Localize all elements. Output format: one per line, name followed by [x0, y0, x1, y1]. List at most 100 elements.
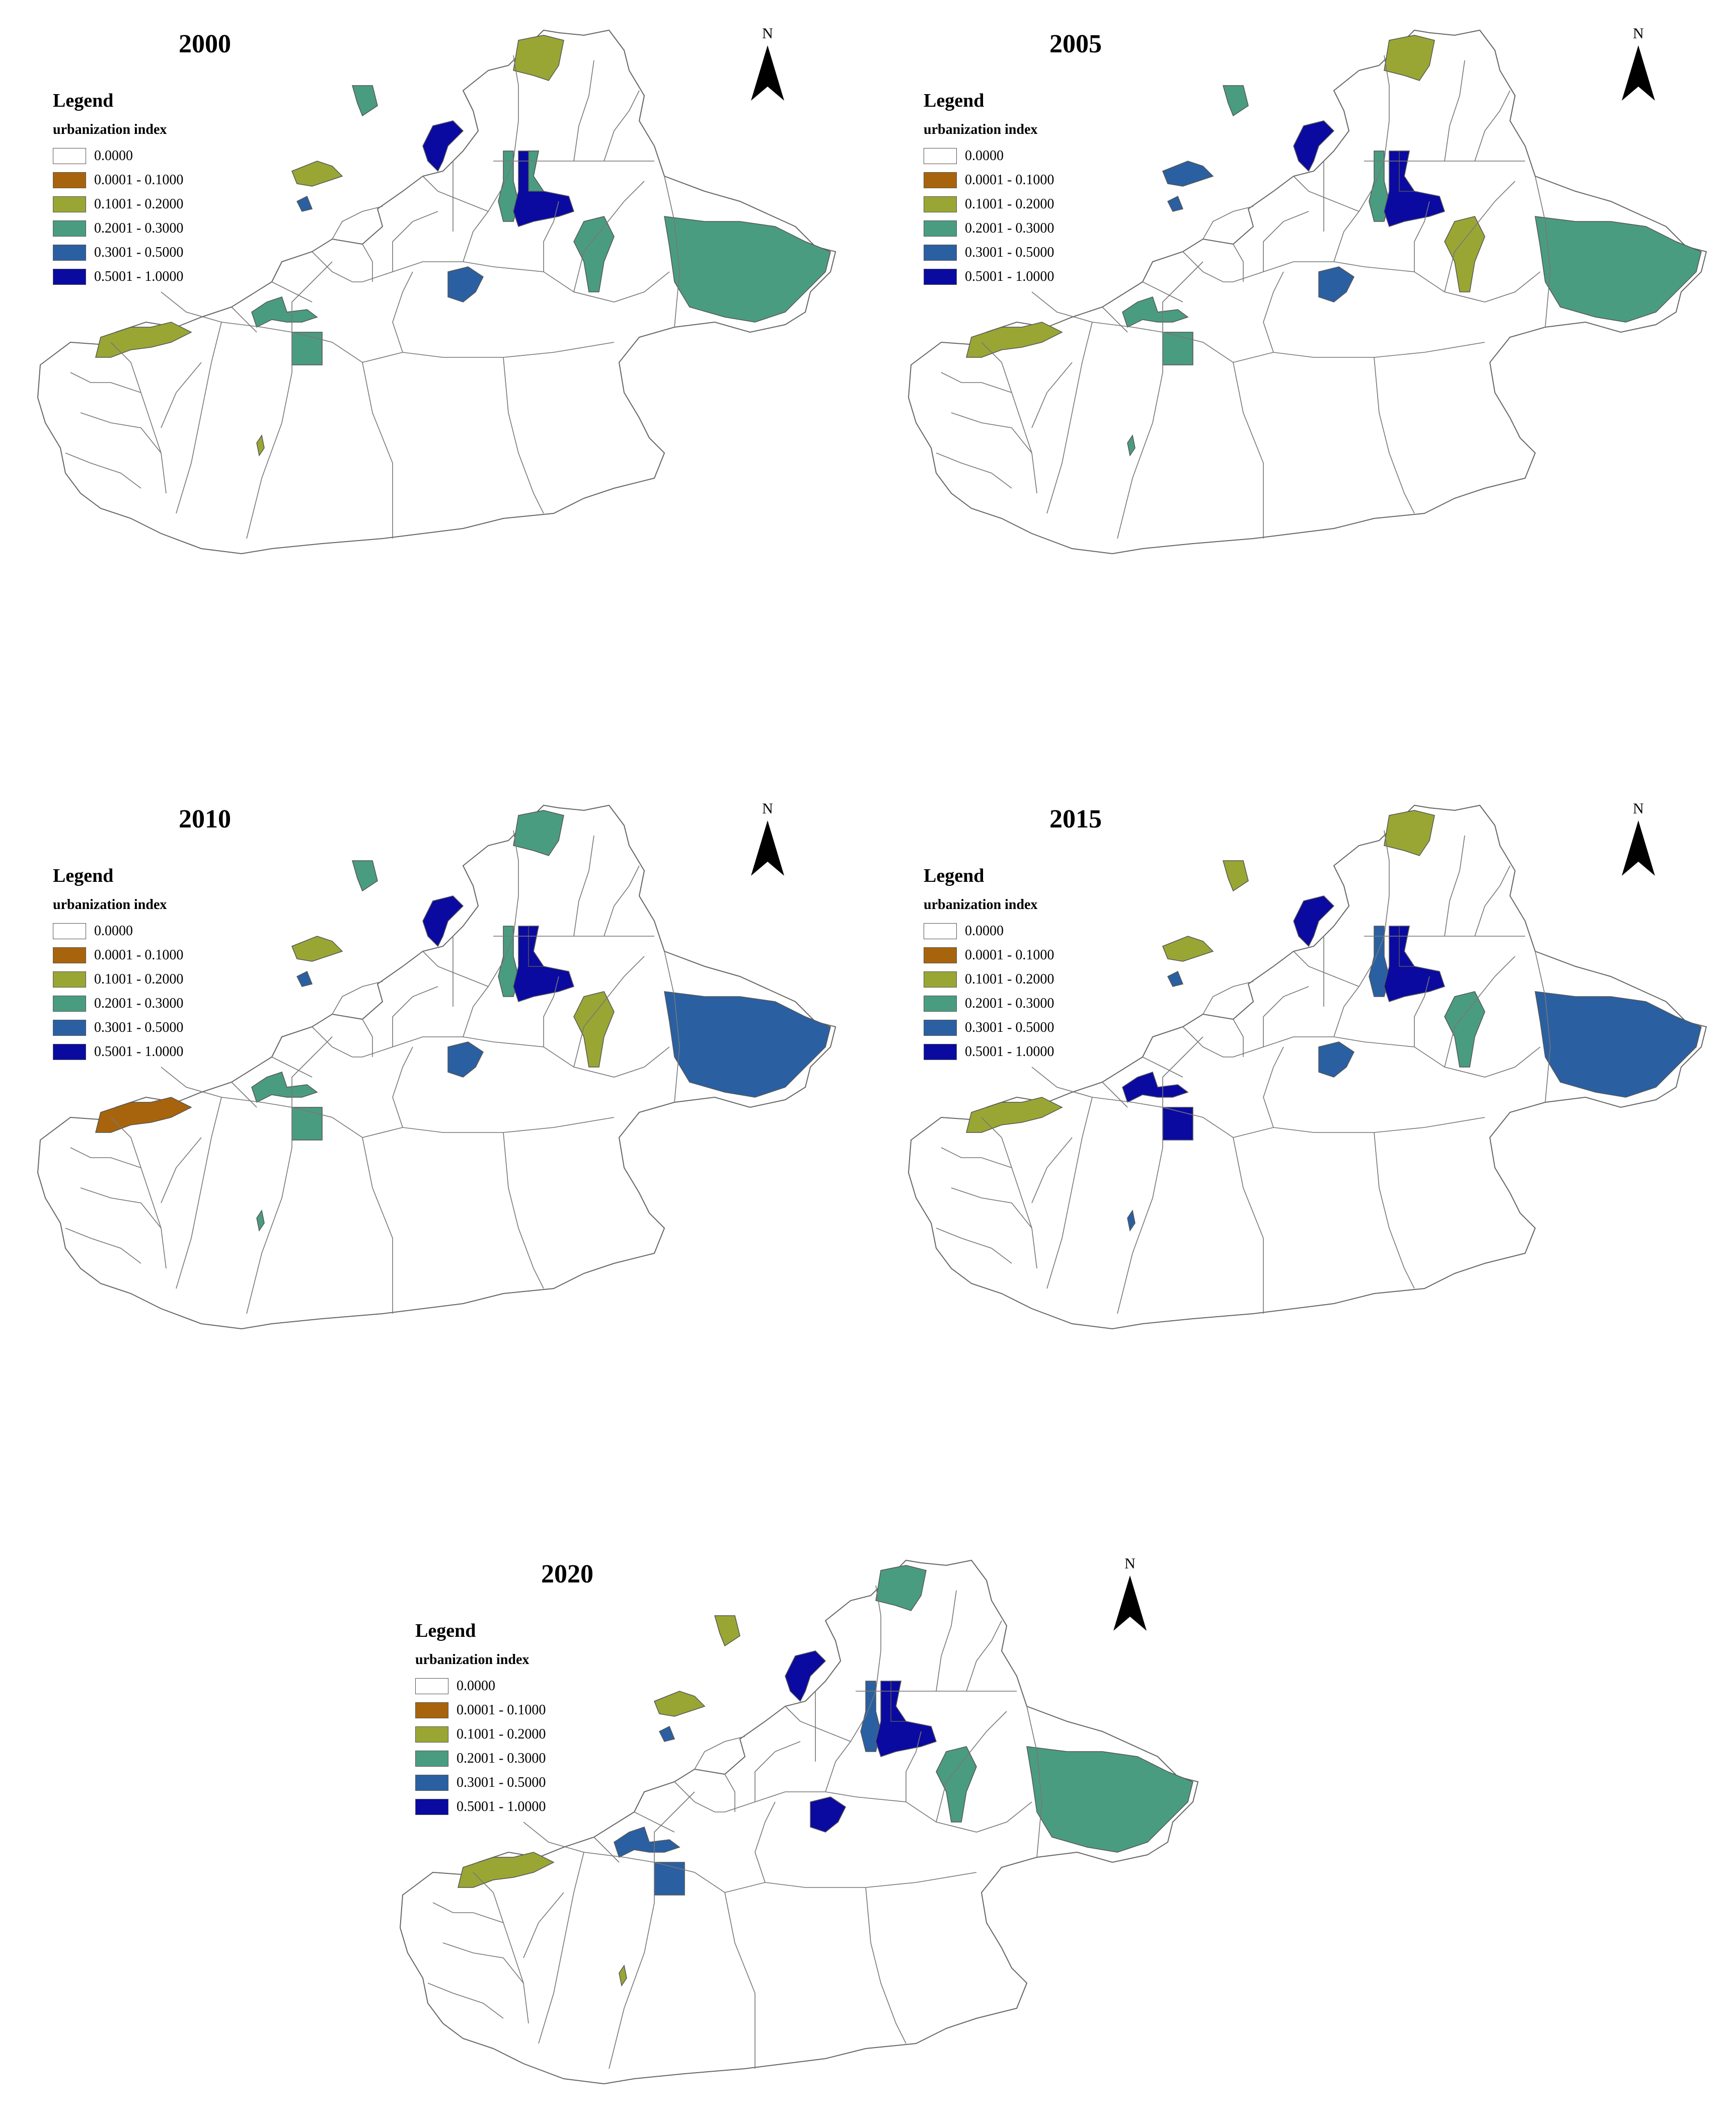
legend-entry: 0.1001 - 0.2000 — [415, 1725, 546, 1744]
region-karamay — [785, 1650, 826, 1702]
legend-entry: 0.5001 - 1.0000 — [415, 1798, 546, 1816]
region-north — [1384, 810, 1435, 856]
region-northwest — [714, 1615, 740, 1647]
region-northwest — [1223, 860, 1249, 892]
legend-swatch — [924, 1044, 957, 1060]
map-panel-2010: 2010 Legend urbanization index 0.0000 0.0001… — [10, 785, 866, 1364]
map-2010 — [37, 805, 836, 1329]
legend-label: 0.3001 - 0.5000 — [965, 1020, 1054, 1035]
region-yining_a — [291, 161, 343, 187]
region-aksu_square — [291, 1107, 323, 1141]
legend-entry: 0.0000 — [53, 147, 133, 165]
region-korla — [447, 266, 484, 302]
legend-entry: 0.0001 - 0.1000 — [53, 171, 183, 189]
legend-label: 0.2001 - 0.3000 — [457, 1751, 546, 1766]
legend-label: 0.3001 - 0.5000 — [457, 1775, 546, 1790]
map-panel-2005: 2005 Legend urbanization index 0.0000 0.0001… — [881, 10, 1736, 589]
region-kashgar — [95, 1097, 192, 1133]
legend-label: 0.2001 - 0.3000 — [965, 220, 1054, 236]
legend-label: 0.3001 - 0.5000 — [94, 245, 184, 260]
legend-entry: 0.3001 - 0.5000 — [924, 244, 1054, 262]
region-karamay — [1293, 895, 1335, 947]
legend-label: 0.5001 - 1.0000 — [965, 1044, 1054, 1060]
legend-label: 0.1001 - 0.2000 — [94, 971, 184, 987]
legend-entry: 0.5001 - 1.0000 — [53, 1043, 183, 1061]
legend-entry: 0.0001 - 0.1000 — [53, 946, 183, 964]
legend-swatch — [53, 245, 86, 261]
region-east_small — [573, 991, 615, 1068]
region-aksu_square — [1162, 332, 1193, 365]
north-label: N — [1633, 800, 1644, 817]
legend-label: 0.3001 - 0.5000 — [965, 245, 1054, 260]
legend-entry: 0.1001 - 0.2000 — [924, 195, 1054, 213]
north-arrow-icon: N — [745, 800, 790, 876]
region-karamay — [422, 120, 464, 172]
legend-entry: 0.2001 - 0.3000 — [924, 995, 1054, 1013]
region-hami — [1535, 216, 1702, 323]
legend-entry: 0.3001 - 0.5000 — [53, 1019, 183, 1037]
legend-label: 0.1001 - 0.2000 — [965, 196, 1054, 212]
legend-entry: 0.0000 — [924, 922, 1004, 940]
region-yining_b — [296, 970, 313, 987]
legend-title: Legend — [924, 865, 985, 886]
legend-entry: 0.0000 — [924, 147, 1004, 165]
legend-entry: 0.2001 - 0.3000 — [53, 219, 183, 238]
legend-swatch — [53, 1044, 86, 1060]
legend-entry: 0.0000 — [53, 922, 133, 940]
region-aksu_west — [251, 1072, 318, 1103]
map-year-title: 2015 — [1049, 805, 1102, 834]
legend-label: 0.0001 - 0.1000 — [94, 172, 184, 188]
legend-swatch — [415, 1678, 448, 1694]
legend-swatch — [53, 196, 86, 212]
legend-subtitle: urbanization index — [924, 897, 1038, 913]
region-yining_b — [1167, 195, 1184, 212]
legend-swatch — [924, 923, 957, 939]
map-2005 — [908, 30, 1707, 554]
region-yining_a — [654, 1691, 706, 1717]
legend-entry: 0.3001 - 0.5000 — [415, 1774, 546, 1792]
north-arrow-icon: N — [1616, 25, 1661, 101]
legend-swatch — [415, 1726, 448, 1743]
map-2000 — [37, 30, 836, 554]
legend-swatch — [924, 996, 957, 1012]
legend-label: 0.0001 - 0.1000 — [965, 947, 1054, 963]
region-korla — [1318, 266, 1354, 302]
region-hotan — [619, 1964, 627, 1987]
legend-entry: 0.0000 — [415, 1677, 495, 1695]
map-year-title: 2020 — [541, 1560, 593, 1588]
legend-subtitle: urbanization index — [415, 1652, 530, 1668]
map-panel-2000: 2000 Legend urbanization index 0.0000 0.0001… — [10, 10, 866, 589]
north-label: N — [1124, 1555, 1136, 1572]
region-east_small — [1444, 991, 1485, 1068]
legend-swatch — [415, 1702, 448, 1718]
legend-swatch — [53, 996, 86, 1012]
legend-entry: 0.1001 - 0.2000 — [53, 970, 183, 989]
legend-entry: 0.5001 - 1.0000 — [53, 268, 183, 286]
legend-entry: 0.2001 - 0.3000 — [415, 1750, 546, 1768]
north-arrow-icon: N — [1107, 1555, 1153, 1631]
legend-label: 0.5001 - 1.0000 — [457, 1799, 546, 1814]
legend-swatch — [924, 172, 957, 188]
region-north — [875, 1565, 927, 1611]
region-aksu_west — [1122, 296, 1189, 328]
region-hotan — [1127, 434, 1136, 457]
region-hami — [1535, 991, 1702, 1098]
legend-entry: 0.0001 - 0.1000 — [415, 1701, 546, 1719]
legend-swatch — [53, 148, 86, 164]
legend-entry: 0.1001 - 0.2000 — [924, 970, 1054, 989]
region-kashgar — [966, 322, 1063, 358]
legend-label: 0.0000 — [94, 148, 133, 164]
legend-label: 0.1001 - 0.2000 — [94, 196, 184, 212]
legend-entry: 0.2001 - 0.3000 — [924, 219, 1054, 238]
legend-swatch — [924, 245, 957, 261]
legend-label: 0.3001 - 0.5000 — [94, 1020, 184, 1035]
legend-swatch — [924, 269, 957, 285]
region-north — [513, 35, 564, 81]
map-year-title: 2005 — [1049, 30, 1102, 58]
region-north — [513, 810, 564, 856]
region-northwest — [1223, 85, 1249, 117]
north-label: N — [762, 25, 773, 42]
region-yining_a — [1162, 161, 1214, 187]
region-yining_a — [291, 936, 343, 962]
region-aksu_square — [654, 1862, 685, 1896]
